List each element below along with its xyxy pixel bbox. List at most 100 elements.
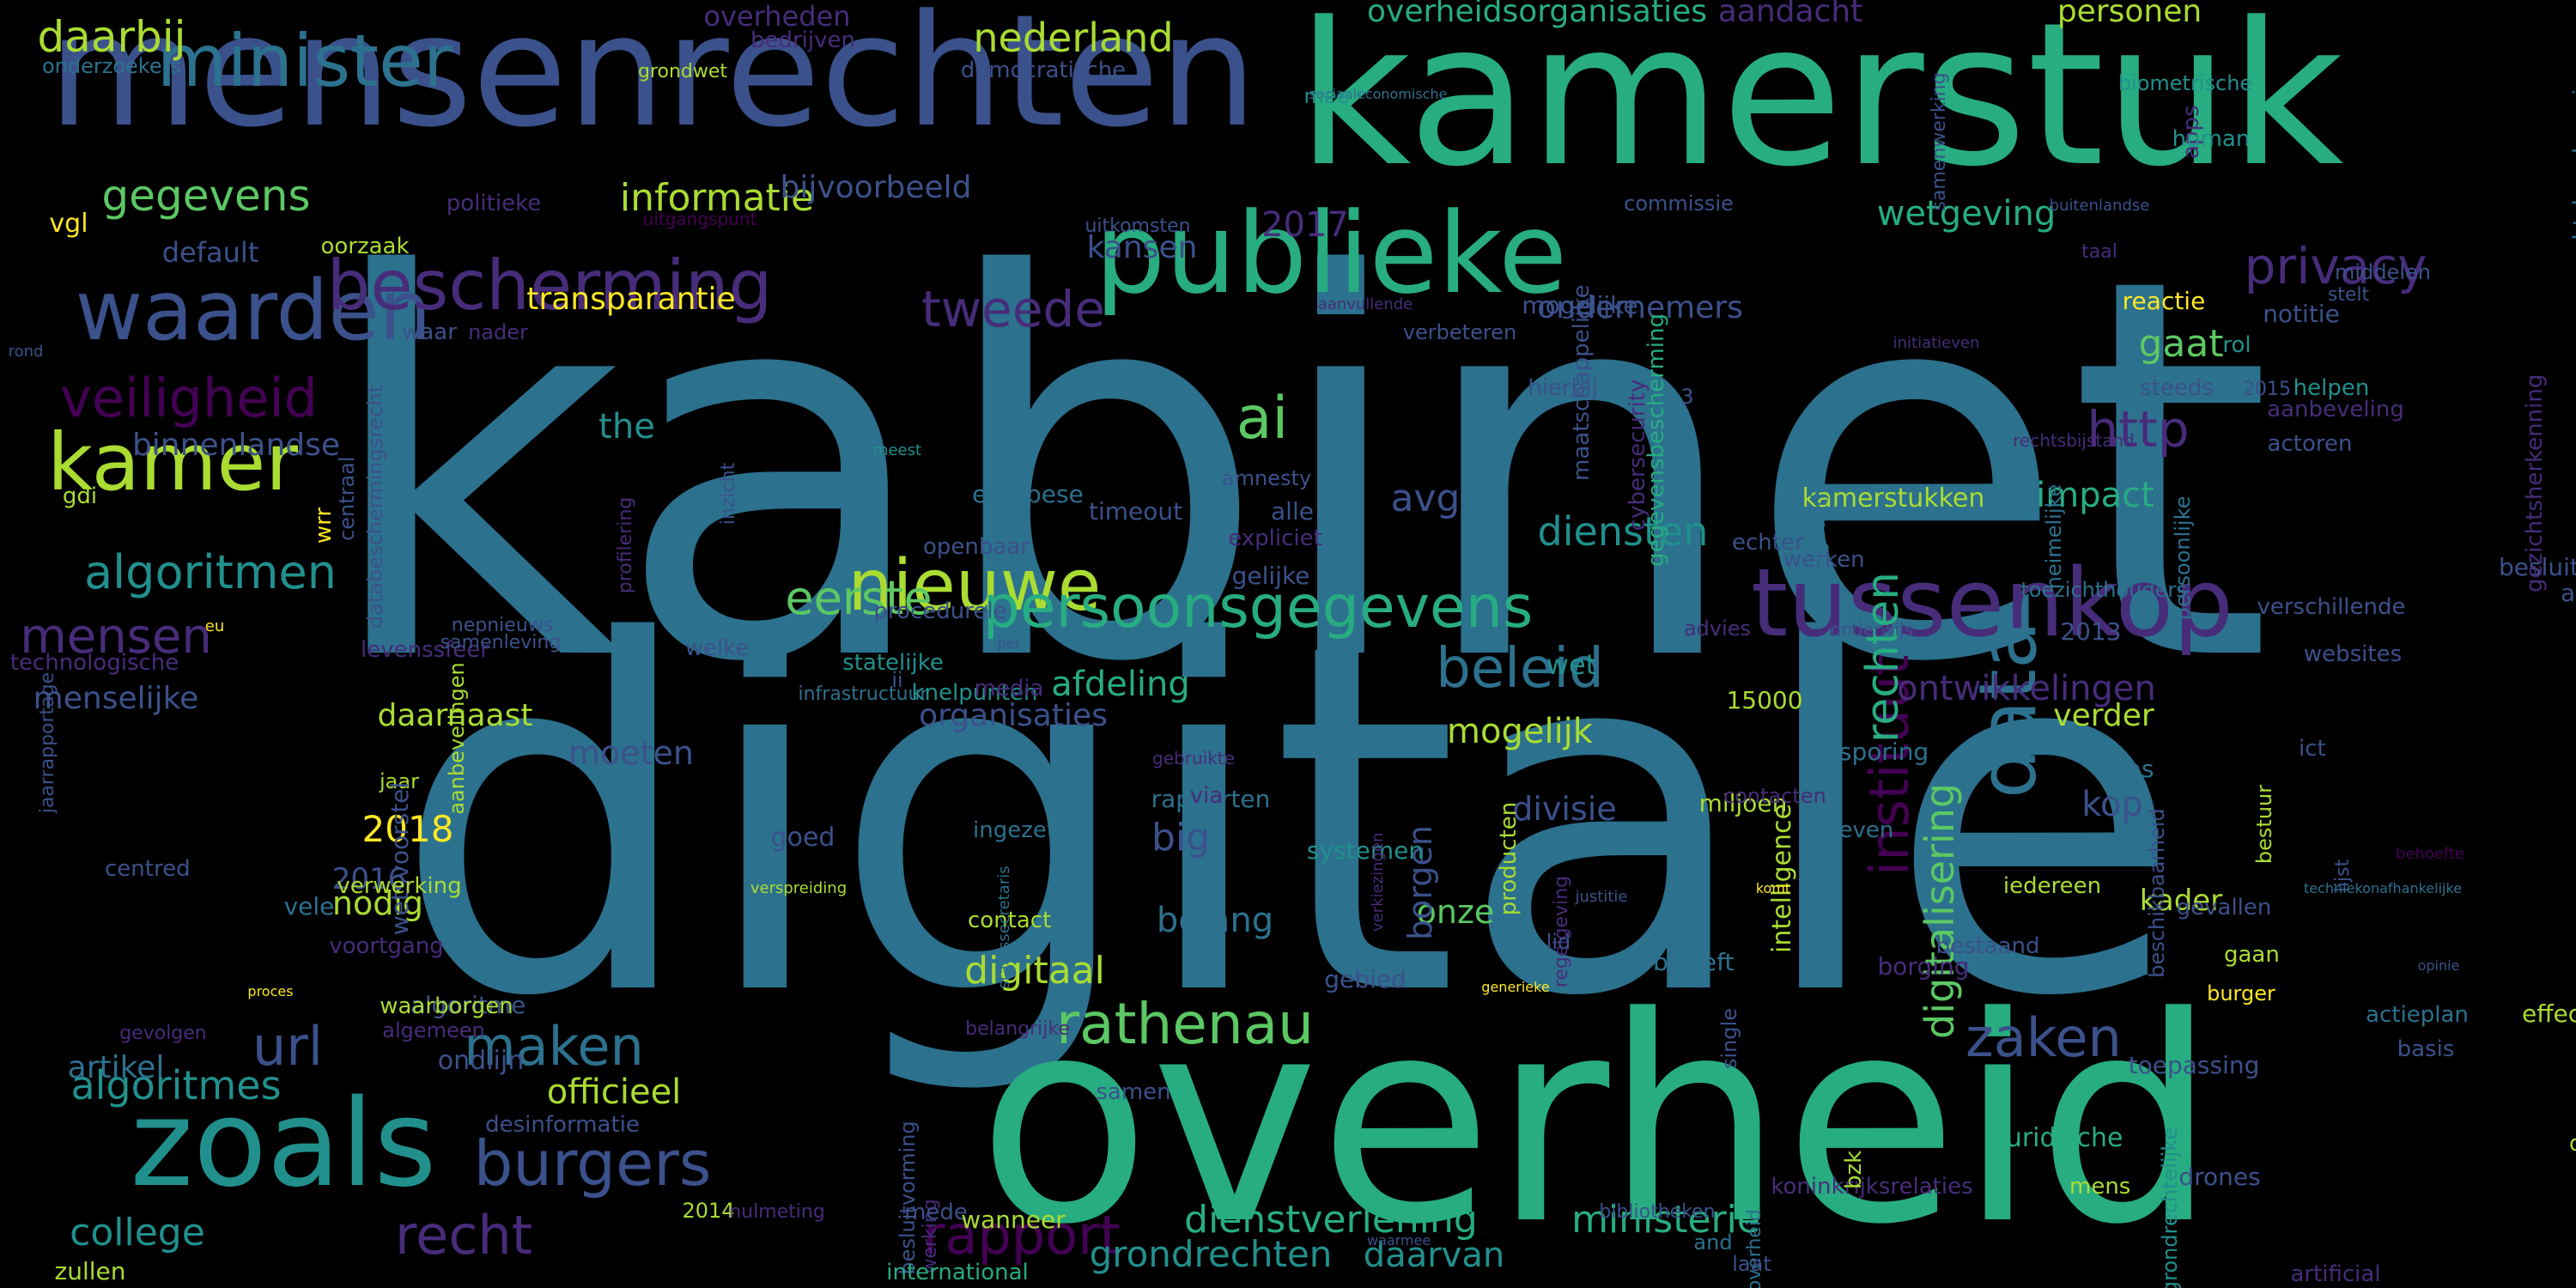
word-per: per — [998, 635, 1021, 652]
word-mee: mee — [1304, 84, 1350, 108]
word-gdi: gdi — [63, 483, 97, 509]
word-gelijke: gelijke — [1232, 562, 1310, 590]
word-onderwijs: onderwijs — [1831, 619, 1913, 640]
word-effecten: effecten — [2522, 999, 2576, 1028]
word-bestaand: bestaand — [1935, 933, 2039, 959]
word-media: media — [975, 676, 1044, 702]
word-transparantie: transparantie — [526, 282, 735, 317]
word-opinie: opinie — [2418, 957, 2460, 974]
word-gaat: gaat — [2138, 322, 2223, 366]
word-aanbeveling: aanbeveling — [2267, 397, 2404, 422]
word-digitaal: digitaal — [964, 949, 1105, 993]
word-onze: onze — [1417, 893, 1495, 931]
word-big: big — [1151, 816, 1210, 860]
word-initiatieven: initiatieven — [1893, 334, 1980, 352]
word-profilering: profilering — [615, 497, 636, 594]
word-vergaderjaar: vergaderjaar — [1808, 462, 1830, 584]
word-nulmeting: nulmeting — [729, 1201, 825, 1223]
word-actoren: actoren — [2268, 431, 2353, 457]
word-gevolgen: gevolgen — [119, 1023, 207, 1044]
word-http: http — [2087, 400, 2189, 459]
word-kop: kop — [2081, 785, 2143, 824]
word-openbaar: openbaar — [923, 534, 1030, 560]
word-kamer: kamer — [47, 416, 298, 508]
word-binnenlandse: binnenlandse — [132, 428, 340, 463]
word-rapport: rapport — [923, 1204, 1121, 1267]
word-overheid: overheid — [977, 957, 2216, 1286]
word-gezichtsherkenning: gezichtsherkenning — [2522, 374, 2548, 592]
word-recht: recht — [395, 1204, 532, 1267]
word-samenleving: samenleving — [440, 632, 562, 653]
word-moeten: moeten — [568, 734, 694, 772]
word-procedurele: procedurele — [873, 598, 1006, 624]
word-juridische: juridische — [1998, 1123, 2123, 1153]
word-algemeen: algemeen — [382, 1018, 485, 1042]
word-onderzoekers: onderzoekers — [42, 54, 181, 78]
word-contacten: contacten — [1723, 784, 1826, 808]
word-centred: centred — [105, 856, 191, 882]
word-basis: basis — [2397, 1036, 2455, 1062]
word-personen: personen — [2057, 0, 2202, 29]
word-helpen: helpen — [2293, 375, 2370, 401]
word-koninkrijksrelaties: koninkrijksrelaties — [1771, 1174, 1972, 1200]
word-commissie: commissie — [1624, 191, 1734, 216]
word-persoonlijke: persoonlijke — [2171, 496, 2195, 621]
word-officieel: officieel — [547, 1072, 682, 1112]
word-bijvoorbeeld: bijvoorbeeld — [780, 170, 971, 205]
word-komt: komt — [1756, 880, 1790, 896]
word-nieuwe: nieuwe — [848, 545, 1102, 627]
word-bibliotheken: bibliotheken — [1599, 1201, 1715, 1223]
word-inzicht: inzicht — [718, 462, 739, 525]
word-ii: ii — [891, 668, 902, 692]
word-echter: echter — [1732, 530, 1804, 556]
word-via: via — [1190, 783, 1224, 809]
word-systemen: systemen — [1307, 836, 1424, 865]
word-eu: eu — [205, 617, 224, 635]
word-mogelijke: mogelijke — [1522, 291, 1637, 319]
word-avg: avg — [1391, 477, 1461, 520]
word-wetsvoorstel: wetsvoorstel — [386, 782, 414, 936]
word-kansen: kansen — [1087, 230, 1198, 265]
word-amnesty: amnesty — [1222, 466, 1311, 490]
word-samenwerking: samenwerking — [1929, 72, 1950, 210]
word-vele: vele — [284, 892, 335, 920]
word-databeschermingsrecht: databeschermingsrecht — [363, 385, 387, 629]
word-college: college — [70, 1211, 205, 1255]
word-gaan: gaan — [2224, 942, 2280, 968]
word-dienstverlening: dienstverlening — [1184, 1198, 1478, 1242]
word-tussenkop: tussenkop — [1751, 548, 2233, 658]
word-producten: producten — [1496, 802, 1522, 915]
word-beleid: beleid — [1436, 637, 1604, 701]
word-wet: wet — [1546, 648, 1596, 681]
word-staatssecretaris: staatssecretaris — [995, 866, 1013, 988]
word-generieke: generieke — [1481, 979, 1549, 995]
word-europese: europese — [972, 480, 1084, 508]
word-bzk: bzk — [1841, 1151, 1867, 1189]
word-meest: meest — [873, 441, 921, 459]
word-verschillende: verschillende — [2257, 594, 2405, 620]
word-kader: kader — [2140, 884, 2222, 918]
word-uitkomsten: uitkomsten — [1084, 216, 1190, 237]
word-gegevens: gegevens — [101, 171, 310, 221]
word-waar: waar — [402, 319, 457, 345]
word-borgen: borgen — [1401, 825, 1439, 940]
word-daarbij: daarbij — [37, 12, 185, 62]
word-heimelijke: heimelijke — [2042, 484, 2066, 590]
word-tweede: tweede — [921, 280, 1105, 338]
word-zoals: zoals — [131, 1074, 437, 1214]
word-bescherming: bescherming — [327, 246, 773, 325]
word-waarden: waarden — [76, 263, 432, 359]
word-behoefte: behoefte — [2396, 845, 2464, 863]
word-eerste: eerste — [785, 571, 932, 625]
word-ondlijn: ondlijn — [438, 1046, 524, 1076]
word-lid: lid — [1546, 930, 1571, 954]
word-toepassing: toepassing — [2129, 1051, 2260, 1079]
word-uitgangspunt: uitgangspunt — [643, 209, 757, 229]
word-bedrijven: bedrijven — [750, 27, 855, 53]
word-2016: 2016 — [332, 862, 407, 896]
word-wetgeving: wetgeving — [1877, 194, 2057, 234]
word-vgl: vgl — [49, 209, 88, 239]
word-group: kabinetdigitaleoverheidkamerstukmensenre… — [9, 0, 2576, 1288]
word-minister: minister — [157, 19, 453, 103]
